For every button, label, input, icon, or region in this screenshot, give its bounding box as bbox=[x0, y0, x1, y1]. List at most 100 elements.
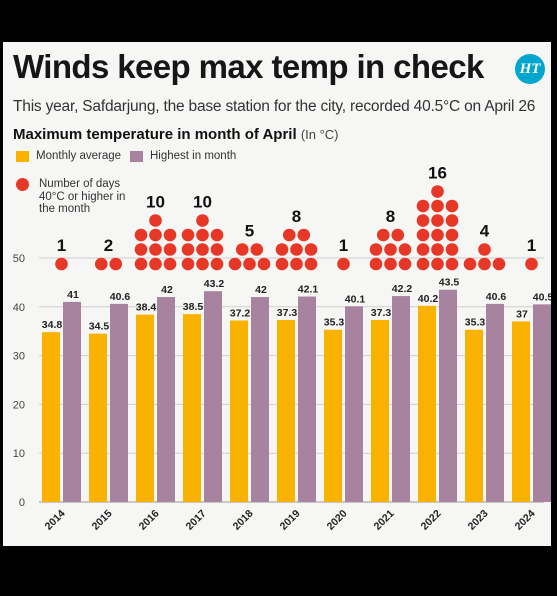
data-label-average: 34.8 bbox=[42, 319, 63, 331]
bar-highest bbox=[157, 297, 175, 502]
bar-highest bbox=[533, 304, 551, 502]
day-dot bbox=[290, 243, 303, 256]
data-label-highest: 42 bbox=[161, 284, 173, 296]
x-tick-label: 2016 bbox=[137, 508, 162, 533]
day-dot bbox=[384, 243, 397, 256]
day-dot bbox=[445, 257, 459, 271]
day-dot bbox=[478, 257, 491, 271]
bar-average bbox=[324, 329, 342, 502]
y-tick-label: 10 bbox=[13, 448, 25, 460]
day-dot bbox=[134, 228, 148, 242]
day-dot bbox=[398, 243, 412, 256]
bar-highest bbox=[251, 297, 269, 502]
day-dot bbox=[181, 228, 195, 242]
data-label-average: 35.3 bbox=[465, 317, 486, 329]
data-label-average: 37 bbox=[516, 308, 528, 320]
day-dot bbox=[134, 257, 148, 271]
day-dot bbox=[149, 228, 162, 242]
days-count-label: 8 bbox=[292, 207, 301, 226]
data-label-highest: 40.6 bbox=[486, 291, 507, 303]
day-dot bbox=[445, 199, 459, 213]
bar-average bbox=[465, 329, 483, 502]
days-count-label: 10 bbox=[193, 193, 212, 212]
day-dot bbox=[416, 214, 430, 227]
bar-average bbox=[512, 321, 530, 502]
data-label-highest: 40.5 bbox=[533, 291, 551, 303]
day-dot bbox=[235, 243, 249, 256]
day-dot bbox=[282, 228, 296, 242]
day-dot bbox=[369, 243, 383, 256]
data-label-average: 35.3 bbox=[324, 317, 345, 329]
days-count-label: 5 bbox=[245, 222, 254, 241]
legend-days-label: Number of days 40°C or higher in the mon… bbox=[39, 178, 126, 215]
day-dot bbox=[337, 257, 350, 271]
data-label-average: 38.5 bbox=[183, 301, 204, 313]
data-label-average: 37.3 bbox=[277, 307, 298, 319]
day-dot bbox=[431, 185, 444, 198]
data-label-average: 38.4 bbox=[136, 302, 157, 314]
day-dot bbox=[431, 257, 444, 271]
day-dot bbox=[55, 257, 68, 271]
bar-highest bbox=[439, 289, 457, 502]
days-count-label: 1 bbox=[527, 236, 536, 255]
ht-logo: HT bbox=[515, 54, 545, 84]
data-label-highest: 42.2 bbox=[392, 283, 413, 295]
bar-average bbox=[371, 319, 389, 502]
bar-average bbox=[136, 314, 154, 502]
day-dot bbox=[431, 228, 444, 242]
day-dot bbox=[94, 257, 108, 271]
subtitle: This year, Safdarjung, the base station … bbox=[13, 98, 536, 115]
day-dot bbox=[478, 243, 491, 256]
day-dot bbox=[416, 243, 430, 256]
x-tick-label: 2017 bbox=[184, 508, 209, 533]
day-dot bbox=[416, 199, 430, 213]
bar-average bbox=[183, 314, 201, 502]
y-tick-label: 50 bbox=[13, 253, 25, 265]
days-count-label: 1 bbox=[57, 236, 66, 255]
data-label-highest: 42.1 bbox=[298, 284, 319, 296]
bar-highest bbox=[345, 306, 363, 502]
day-dot bbox=[149, 214, 162, 227]
bar-average bbox=[89, 333, 107, 502]
day-dot bbox=[181, 243, 195, 256]
days-count-label: 10 bbox=[146, 193, 165, 212]
day-dot bbox=[275, 257, 289, 271]
legend-avg-swatch bbox=[16, 151, 29, 162]
data-label-highest: 43.2 bbox=[204, 278, 225, 290]
day-dot bbox=[163, 243, 177, 256]
x-tick-label: 2015 bbox=[90, 508, 115, 533]
data-label-highest: 40.1 bbox=[345, 293, 366, 305]
bar-average bbox=[230, 320, 248, 502]
data-label-average: 37.2 bbox=[230, 307, 251, 319]
y-tick-label: 30 bbox=[13, 351, 25, 363]
data-label-highest: 41 bbox=[67, 289, 79, 301]
day-dot bbox=[445, 228, 459, 242]
day-dot bbox=[376, 228, 390, 242]
day-dot bbox=[109, 257, 123, 271]
x-tick-label: 2024 bbox=[513, 508, 538, 533]
day-dot bbox=[431, 214, 444, 227]
days-count-label: 1 bbox=[339, 236, 348, 255]
bar-highest bbox=[392, 296, 410, 502]
data-label-average: 40.2 bbox=[418, 293, 439, 305]
day-dot bbox=[228, 257, 242, 271]
y-tick-label: 20 bbox=[13, 399, 25, 411]
bar-average bbox=[418, 305, 436, 502]
day-dot bbox=[492, 257, 506, 271]
legend-max-swatch bbox=[130, 151, 143, 162]
y-tick-label: 40 bbox=[13, 302, 25, 314]
day-dot bbox=[196, 243, 209, 256]
infographic-card: Winds keep max temp in check HT This yea… bbox=[3, 42, 551, 546]
day-dot bbox=[196, 257, 209, 271]
data-label-average: 34.5 bbox=[89, 321, 110, 333]
day-dot bbox=[210, 228, 224, 242]
day-dot bbox=[257, 257, 271, 271]
x-tick-label: 2023 bbox=[466, 508, 491, 533]
bar-highest bbox=[204, 291, 222, 502]
day-dot bbox=[134, 243, 148, 256]
days-count-label: 16 bbox=[428, 164, 447, 183]
x-tick-label: 2018 bbox=[231, 508, 256, 533]
day-dot bbox=[290, 257, 303, 271]
bar-highest bbox=[486, 303, 504, 502]
x-tick-label: 2022 bbox=[419, 508, 444, 533]
